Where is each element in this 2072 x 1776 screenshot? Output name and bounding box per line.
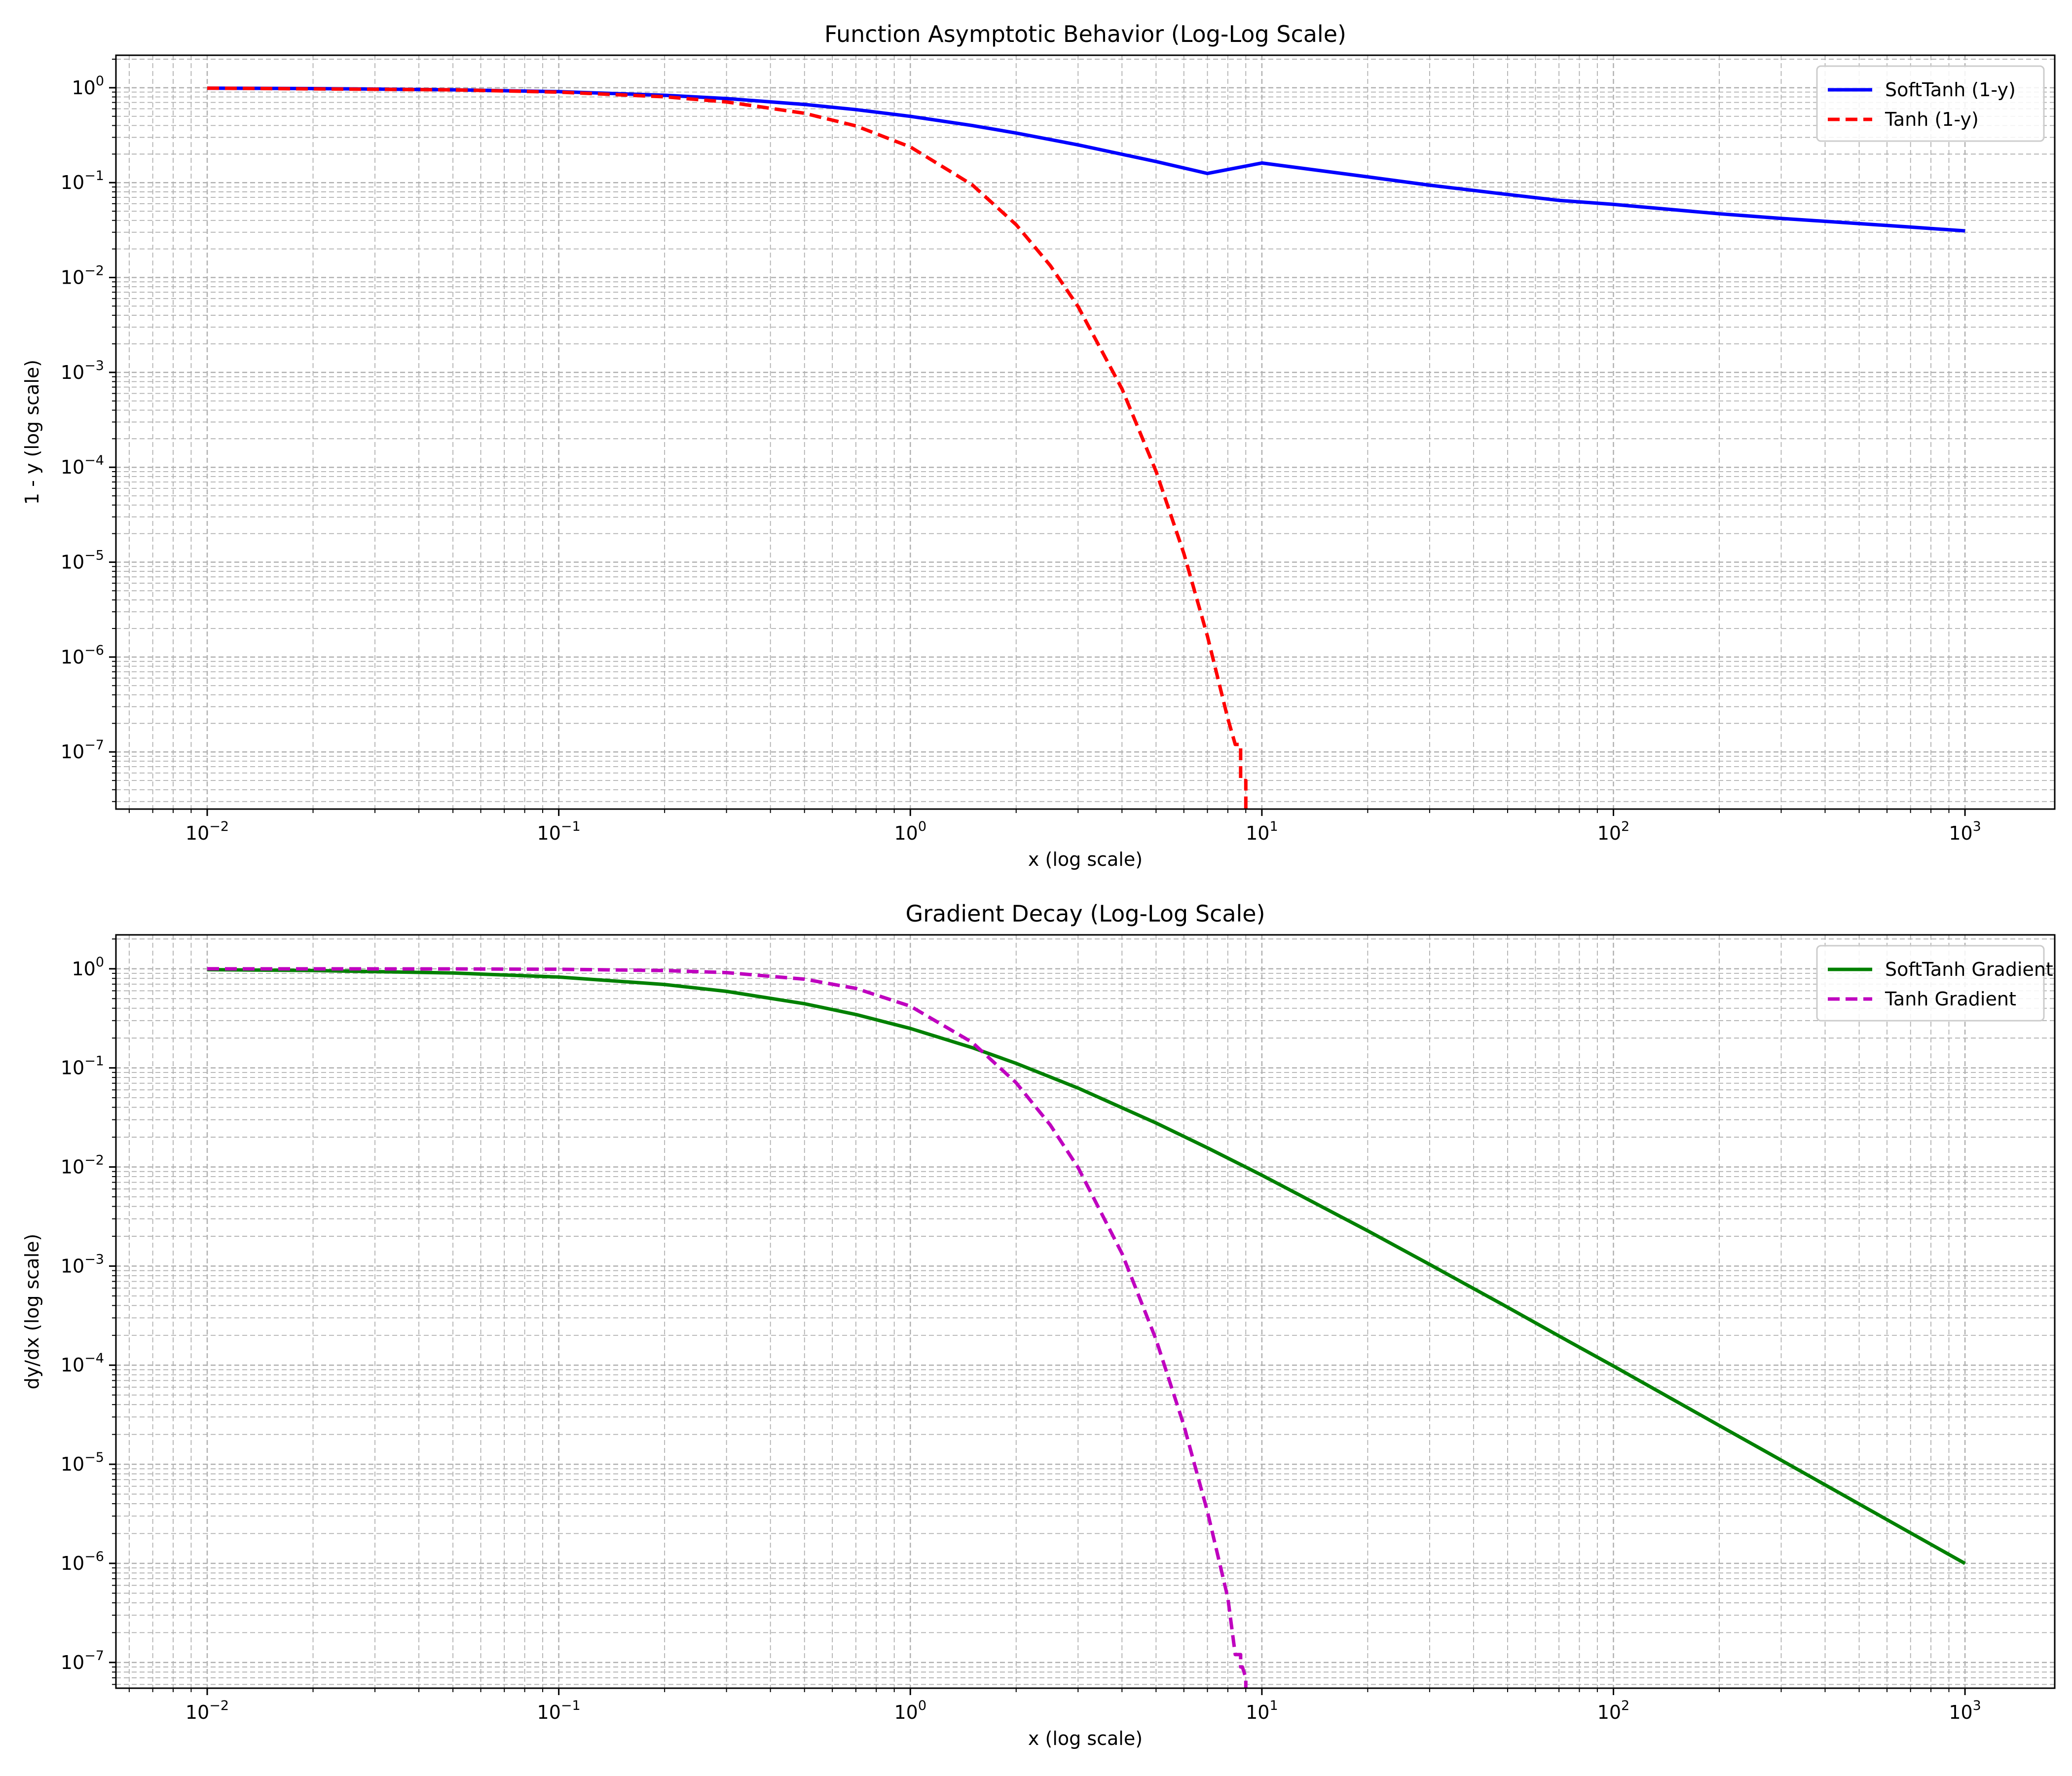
x-tick-label: 103 bbox=[1949, 819, 1981, 844]
tick-group: 10−2 10−1 100 101 102 103 100 10−1 10−2 10−3 10−4 1… bbox=[61, 938, 1981, 1723]
y-tick-label: 10−4 bbox=[61, 1351, 104, 1376]
x-tick-label: 101 bbox=[1246, 819, 1278, 844]
series-group bbox=[207, 86, 1965, 809]
x-tick-label: 100 bbox=[894, 1698, 926, 1723]
x-tick-label: 10−1 bbox=[537, 1698, 581, 1723]
chart-title: Gradient Decay (Log-Log Scale) bbox=[905, 900, 1265, 927]
series-line bbox=[207, 86, 1965, 233]
y-tick-label: 10−5 bbox=[61, 1450, 104, 1475]
y-tick-label: 10−4 bbox=[61, 453, 104, 478]
legend-label: SoftTanh Gradient bbox=[1885, 959, 2053, 980]
chart-title: Function Asymptotic Behavior (Log-Log Sc… bbox=[824, 21, 1346, 47]
x-tick-label: 10−2 bbox=[185, 1698, 229, 1723]
x-tick-label: 100 bbox=[894, 819, 926, 844]
x-tick-label: 102 bbox=[1597, 819, 1630, 844]
y-tick-label: 10−7 bbox=[61, 738, 104, 763]
panel-gradient-decay: Gradient Decay (Log-Log Scale) 10−2 10−1 1… bbox=[21, 900, 2056, 1749]
legend: SoftTanh (1-y) Tanh (1-y) bbox=[1816, 65, 2045, 142]
legend-box bbox=[1816, 945, 2045, 1022]
y-tick-label: 10−1 bbox=[61, 1054, 104, 1079]
y-tick-label: 10−2 bbox=[61, 1153, 104, 1178]
panel-function-asymptotic: Function Asymptotic Behavior (Log-Log Sc… bbox=[21, 21, 2056, 870]
legend-label: Tanh (1-y) bbox=[1885, 109, 1979, 130]
tick-group: 10−2 10−1 100 101 102 103 100 10−1 10−2 10−3 10−4 1… bbox=[61, 58, 1981, 844]
x-axis-label: x (log scale) bbox=[1028, 1728, 1143, 1749]
y-tick-label: 10−7 bbox=[61, 1648, 104, 1673]
plot-frame bbox=[115, 54, 2056, 810]
legend: SoftTanh Gradient Tanh Gradient bbox=[1816, 945, 2053, 1022]
x-tick-label: 103 bbox=[1949, 1698, 1981, 1723]
series-line bbox=[207, 967, 1248, 1688]
y-tick-label: 100 bbox=[72, 955, 104, 980]
legend-label: SoftTanh (1-y) bbox=[1885, 79, 2016, 101]
x-tick-label: 10−2 bbox=[185, 819, 229, 844]
x-tick-label: 10−1 bbox=[537, 819, 581, 844]
y-tick-label: 10−5 bbox=[61, 548, 104, 573]
series-line bbox=[207, 86, 1248, 809]
y-axis-label: dy/dx (log scale) bbox=[21, 1234, 43, 1390]
y-tick-label: 10−3 bbox=[61, 358, 104, 383]
y-tick-label: 100 bbox=[72, 74, 104, 99]
y-tick-label: 10−6 bbox=[61, 1549, 104, 1574]
grid bbox=[116, 55, 2055, 809]
y-tick-label: 10−6 bbox=[61, 643, 104, 668]
series-line bbox=[207, 968, 1966, 1565]
grid bbox=[116, 935, 2055, 1688]
plot-frame bbox=[115, 934, 2056, 1689]
x-axis-label: x (log scale) bbox=[1028, 849, 1143, 870]
x-tick-label: 101 bbox=[1246, 1698, 1278, 1723]
legend-label: Tanh Gradient bbox=[1885, 988, 2016, 1010]
series-group bbox=[207, 967, 1966, 1688]
y-tick-label: 10−2 bbox=[61, 263, 104, 289]
x-tick-label: 102 bbox=[1597, 1698, 1630, 1723]
legend-box bbox=[1816, 65, 2045, 142]
y-tick-label: 10−3 bbox=[61, 1252, 104, 1277]
y-axis-label: 1 - y (log scale) bbox=[21, 360, 43, 505]
y-tick-label: 10−1 bbox=[61, 168, 104, 193]
